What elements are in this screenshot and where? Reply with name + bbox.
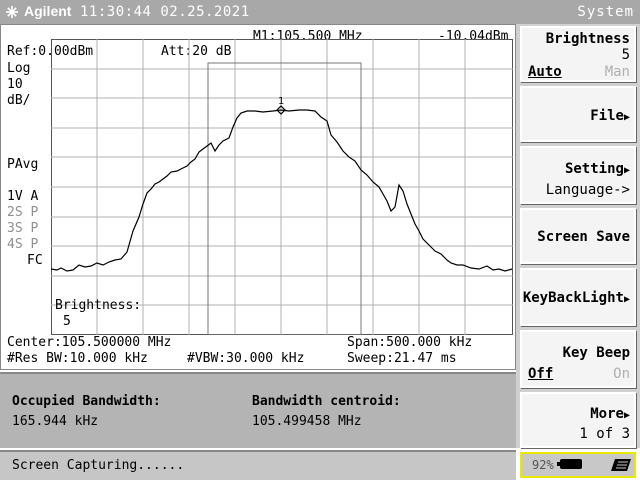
brightness-softkey-value: 5 bbox=[621, 47, 630, 63]
more-softkey[interactable]: More 1 of 3 bbox=[520, 392, 636, 448]
battery-icon bbox=[557, 459, 582, 469]
battery-percent: 92% bbox=[532, 458, 554, 472]
center-frequency: Center:105.500000 MHz bbox=[7, 335, 172, 350]
battery-status: 92% bbox=[520, 452, 636, 478]
storage-card-icon bbox=[611, 459, 631, 471]
graticule-grid bbox=[51, 39, 513, 335]
keybacklight-softkey-label: KeyBackLight bbox=[523, 290, 630, 306]
obw-label: Occupied Bandwidth: bbox=[12, 394, 161, 409]
measurement-screen: M1:105.500 MHz -10.04dBm Ref:0.00dBm Att… bbox=[0, 24, 516, 370]
brightness-softkey-label: Brightness bbox=[545, 31, 630, 47]
scale-type: Log bbox=[7, 61, 31, 76]
key-beep-on-option: On bbox=[613, 366, 630, 382]
brightness-softkey[interactable]: Brightness 5 Auto Man bbox=[520, 26, 636, 82]
status-bar: Screen Capturing...... bbox=[0, 450, 516, 480]
brightness-overlay-label: Brightness: bbox=[55, 298, 142, 313]
file-softkey-label: File bbox=[590, 108, 630, 124]
scale-value: 10 bbox=[7, 77, 23, 92]
marker-frequency-readout: M1:105.500 MHz bbox=[253, 29, 363, 44]
marker-diamond-icon bbox=[276, 105, 286, 115]
brand-name: Agilent bbox=[24, 3, 72, 19]
screen-save-softkey[interactable]: Screen Save bbox=[520, 208, 636, 264]
softkey-menu: Brightness 5 Auto Man File Setting Langu… bbox=[516, 24, 640, 448]
marker-level-readout: -10.04dBm bbox=[438, 29, 509, 44]
measurement-results-panel: Occupied Bandwidth: 165.944 kHz Bandwidt… bbox=[0, 372, 516, 448]
more-softkey-label: More bbox=[590, 406, 630, 422]
title-bar: Agilent 11:30:44 02.25.2021 System bbox=[0, 0, 640, 24]
marker-number: 1 bbox=[278, 96, 284, 107]
centroid-label: Bandwidth centroid: bbox=[252, 394, 401, 409]
video-bandwidth: #VBW:30.000 kHz bbox=[187, 351, 305, 366]
trace-4-label: 4S P bbox=[7, 237, 39, 252]
trace-3-label: 3S P bbox=[7, 221, 39, 236]
centroid-value: 105.499458 MHz bbox=[252, 414, 362, 429]
trace-1-label: 1V A bbox=[7, 189, 39, 204]
key-beep-softkey-label: Key Beep bbox=[562, 345, 630, 361]
span: Span:500.000 kHz bbox=[347, 335, 473, 350]
key-beep-softkey[interactable]: Key Beep Off On bbox=[520, 330, 636, 388]
menu-page-indicator: 1 of 3 bbox=[579, 426, 630, 442]
menu-title: System bbox=[577, 4, 634, 20]
reference-level: Ref:0.00dBm bbox=[7, 44, 94, 59]
brightness-auto-option: Auto bbox=[528, 64, 562, 80]
attenuation: Att:20 dB bbox=[161, 44, 232, 59]
trace-2-label: 2S P bbox=[7, 205, 39, 220]
obw-value: 165.944 kHz bbox=[12, 414, 99, 429]
average-mode: PAvg bbox=[7, 157, 39, 172]
spectrum-trace bbox=[51, 109, 513, 272]
marker-1: 1 bbox=[276, 96, 286, 115]
scale-unit: dB/ bbox=[7, 93, 31, 108]
datetime-display: 11:30:44 02.25.2021 bbox=[80, 4, 250, 20]
language-softkey-label: Language-> bbox=[545, 182, 630, 198]
screen-save-softkey-label: Screen Save bbox=[537, 229, 630, 245]
keybacklight-softkey[interactable]: KeyBackLight bbox=[520, 268, 636, 326]
occupied-bandwidth-window bbox=[207, 62, 362, 335]
setting-softkey[interactable]: Setting Language-> bbox=[520, 146, 636, 204]
spectrum-graticule: 1 bbox=[51, 39, 513, 335]
brightness-overlay-value: 5 bbox=[63, 314, 71, 329]
agilent-logo-icon bbox=[6, 6, 18, 18]
resolution-bandwidth: #Res BW:10.000 kHz bbox=[7, 351, 148, 366]
file-softkey[interactable]: File bbox=[520, 86, 636, 142]
key-beep-off-option: Off bbox=[528, 366, 554, 382]
status-message: Screen Capturing...... bbox=[12, 458, 185, 473]
setting-softkey-label: Setting bbox=[565, 161, 630, 177]
sweep-time: Sweep:21.47 ms bbox=[347, 351, 457, 366]
brightness-manual-option: Man bbox=[604, 64, 630, 80]
fc-label: FC bbox=[27, 253, 43, 268]
